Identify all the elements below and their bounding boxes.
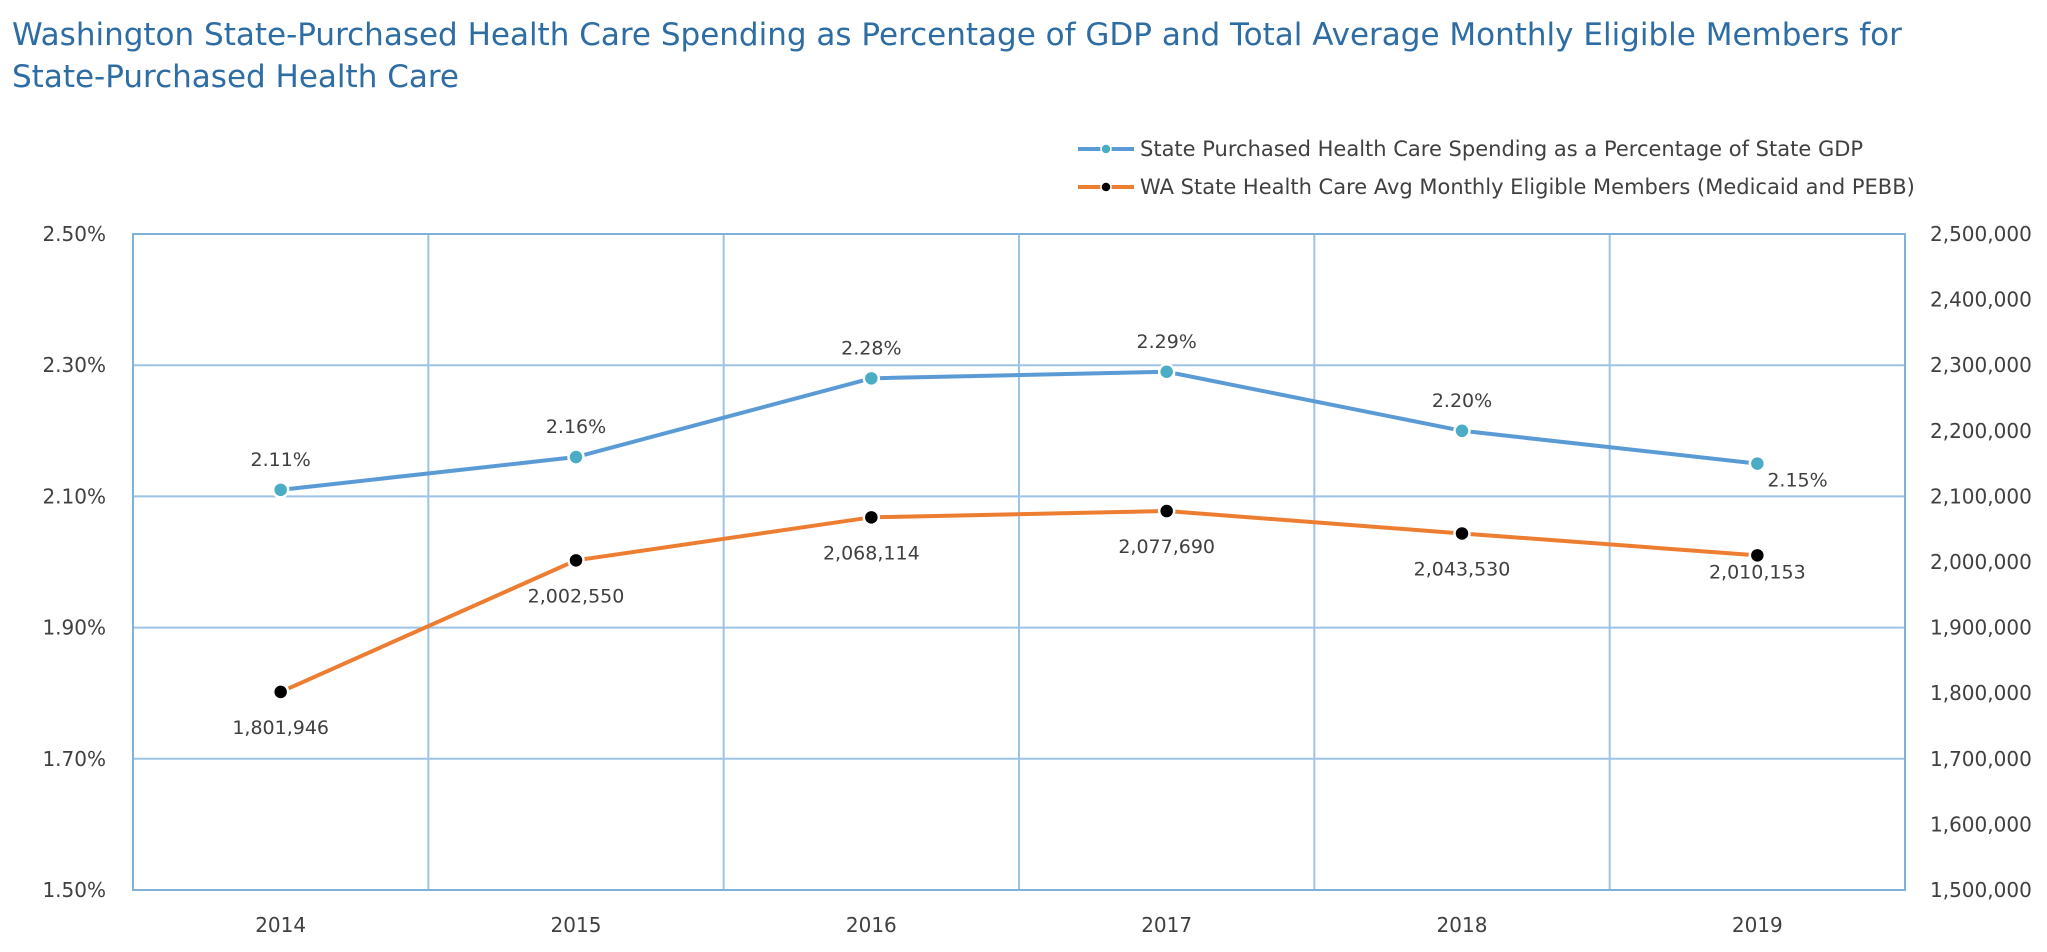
data-point-members [1453,524,1471,543]
y-left-tick-label: 1.50% [42,878,106,902]
y-right-tick-label: 2,300,000 [1930,353,2032,377]
y-right-tick-label: 2,500,000 [1930,222,2032,246]
legend: State Purchased Health Care Spending as … [1078,130,1915,206]
data-point-gdp [862,369,881,388]
y-left-tick-label: 2.50% [42,222,106,246]
data-point-gdp [271,481,290,499]
data-label-members: 1,801,946 [232,717,329,739]
data-label-gdp: 2.20% [1432,390,1492,412]
y-left-tick-label: 1.90% [42,616,106,640]
y-right-tick-label: 1,500,000 [1930,878,2032,902]
data-label-members: 2,002,550 [528,585,625,607]
legend-item-gdp: State Purchased Health Care Spending as … [1078,130,1915,168]
chart-title: Washington State-Purchased Health Care S… [12,17,1902,95]
series-line-eligible-members [279,509,1758,694]
data-point-gdp [567,448,585,466]
x-tick-label: 2015 [551,913,602,937]
data-point-members [1748,546,1767,565]
data-label-gdp: 2.11% [250,449,310,471]
data-label-gdp: 2.16% [546,416,606,438]
plot-border [132,233,1906,891]
data-label-gdp: 2.29% [1136,331,1196,353]
data-point-members [862,508,881,527]
data-point-gdp [1748,454,1767,473]
x-tick-label: 2017 [1141,913,1192,937]
y-right-tick-label: 1,800,000 [1930,681,2032,705]
y-right-tick-label: 1,600,000 [1930,812,2032,836]
legend-label-gdp: State Purchased Health Care Spending as … [1140,137,1864,161]
y-right-tick-label: 1,700,000 [1930,747,2032,771]
x-tick-label: 2016 [846,913,897,937]
y-right-tick-label: 2,100,000 [1930,484,2032,508]
data-point-gdp [1157,363,1176,381]
x-tick-label: 2018 [1437,913,1488,937]
data-point-members [1157,502,1176,520]
data-point-members [567,551,585,570]
data-label-members: 2,077,690 [1118,536,1215,558]
x-tick-label: 2014 [255,913,306,937]
y-left-tick-label: 2.10% [42,484,106,508]
legend-label-members: WA State Health Care Avg Monthly Eligibl… [1140,175,1915,199]
legend-swatch-members [1078,181,1134,193]
y-right-tick-label: 1,900,000 [1930,616,2032,640]
x-tick-label: 2019 [1732,913,1783,937]
legend-item-members: WA State Health Care Avg Monthly Eligibl… [1078,168,1915,206]
y-left-tick-label: 1.70% [42,747,106,771]
y-left-tick-label: 2.30% [42,353,106,377]
y-right-tick-label: 2,200,000 [1930,419,2032,443]
data-label-members: 2,043,530 [1414,558,1511,580]
data-point-members [271,683,290,701]
legend-swatch-gdp [1078,143,1134,155]
data-label-gdp: 2.28% [841,337,901,359]
data-label-members: 2,010,153 [1709,561,1806,583]
data-label-members: 2,068,114 [823,542,920,564]
y-right-tick-label: 2,400,000 [1930,288,2032,312]
data-point-gdp [1453,422,1471,440]
y-right-tick-label: 2,000,000 [1930,550,2032,574]
data-label-gdp: 2.15% [1767,470,1827,492]
series-line-gdp-percentage [280,369,1758,492]
